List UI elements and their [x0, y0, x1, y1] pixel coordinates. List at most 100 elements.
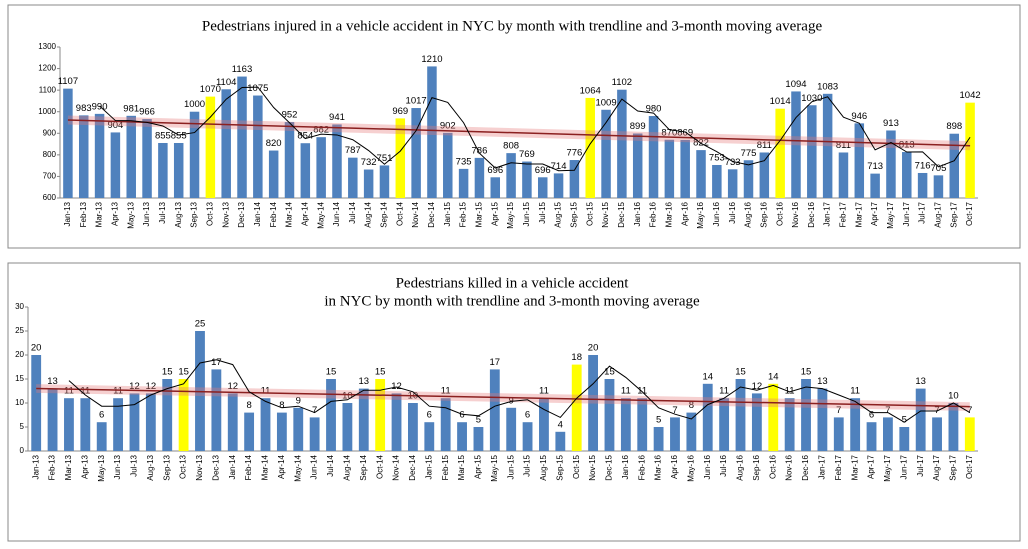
data-label: 7 — [836, 405, 841, 416]
x-tick-label: Nov-15 — [588, 454, 597, 480]
trendline — [36, 387, 970, 408]
data-label: 899 — [630, 121, 646, 132]
data-label: 6 — [525, 410, 530, 421]
x-tick-label: Sep-16 — [759, 201, 768, 227]
x-tick-label: Sep-13 — [190, 201, 199, 227]
data-label: 8 — [279, 400, 284, 411]
x-tick-label: Mar-15 — [457, 454, 466, 480]
data-label: 11 — [441, 386, 451, 397]
data-label: 6 — [427, 410, 432, 421]
bar — [775, 108, 785, 198]
x-tick-label: Jan-16 — [621, 454, 630, 479]
data-label: 1094 — [785, 79, 806, 90]
data-label: 11 — [621, 386, 631, 397]
x-tick-label: Jan-16 — [633, 201, 642, 226]
bar — [932, 417, 942, 451]
data-label: 813 — [899, 140, 915, 151]
data-label: 15 — [162, 367, 173, 378]
data-label: 10 — [948, 391, 959, 402]
data-label: 941 — [329, 112, 345, 123]
bar — [309, 417, 320, 451]
bar — [822, 93, 833, 198]
x-tick-label: May-13 — [126, 201, 135, 228]
data-label: 15 — [326, 367, 337, 378]
data-label: 11 — [539, 386, 549, 397]
y-tick-label: 0 — [20, 446, 25, 455]
x-tick-label: Jun-13 — [142, 201, 151, 226]
data-label: 1104 — [216, 77, 236, 88]
x-tick-label: Feb-14 — [269, 201, 278, 227]
y-tick-label: 700 — [43, 172, 57, 181]
bar — [784, 398, 795, 451]
data-label: 1042 — [960, 90, 981, 101]
bar — [883, 417, 893, 451]
data-label: 946 — [851, 111, 867, 122]
data-label: 808 — [503, 141, 519, 152]
moving-average — [68, 359, 971, 423]
bar — [585, 97, 595, 198]
bar — [850, 398, 861, 451]
bar — [205, 96, 216, 198]
x-tick-label: Feb-13 — [79, 201, 88, 227]
data-label: 981 — [123, 103, 139, 114]
bar — [64, 398, 74, 451]
data-label: 12 — [391, 381, 402, 392]
bar — [949, 133, 960, 198]
bar — [751, 393, 762, 451]
x-tick-label: Apr-17 — [867, 454, 876, 479]
x-tick-label: Dec-13 — [237, 201, 246, 227]
bar — [915, 388, 926, 451]
x-tick-label: Aug-13 — [174, 201, 183, 227]
bar — [94, 113, 105, 198]
data-label: 696 — [487, 165, 503, 176]
x-tick-label: Sep-15 — [570, 201, 579, 227]
x-tick-label: Jul-16 — [719, 454, 728, 476]
x-tick-label: Jul-14 — [326, 454, 335, 476]
x-tick-label: Jan-13 — [31, 454, 40, 479]
bar — [886, 130, 896, 198]
bar — [617, 89, 627, 198]
trendline — [67, 119, 971, 147]
x-tick-label: Oct-14 — [395, 201, 404, 226]
x-tick-label: Mar-17 — [850, 454, 859, 480]
data-label: 11 — [80, 386, 90, 397]
data-label: 882 — [313, 125, 329, 136]
data-label: 870 — [661, 127, 677, 138]
bar — [129, 393, 140, 451]
bar — [489, 369, 500, 451]
x-tick-label: Jan-15 — [424, 454, 433, 479]
bar — [632, 133, 643, 198]
x-tick-label: Jan-14 — [228, 454, 237, 479]
bar — [142, 119, 152, 198]
bar — [490, 177, 501, 198]
data-label: 11 — [261, 386, 271, 397]
x-tick-label: Oct-15 — [585, 201, 594, 226]
bar — [326, 379, 336, 451]
bar — [743, 160, 754, 198]
x-tick-label: May-15 — [490, 454, 499, 481]
x-tick-label: Mar-15 — [475, 201, 484, 227]
bar — [391, 393, 402, 451]
x-tick-label: Feb-16 — [637, 454, 646, 480]
x-tick-label: Dec-16 — [801, 454, 810, 480]
y-tick-label: 5 — [20, 422, 25, 431]
data-label: 10 — [342, 391, 353, 402]
bar — [637, 398, 648, 451]
x-tick-label: May-17 — [883, 454, 892, 481]
data-label: 735 — [456, 156, 472, 167]
data-label: 5 — [476, 415, 481, 426]
data-label: 775 — [741, 148, 757, 159]
bar — [648, 116, 659, 198]
data-label: 11 — [850, 386, 860, 397]
x-tick-label: Feb-15 — [441, 454, 450, 480]
bar — [506, 153, 516, 198]
data-label: 7 — [672, 405, 677, 416]
x-tick-label: Nov-15 — [601, 201, 610, 227]
data-label: 12 — [146, 381, 157, 392]
bar — [457, 422, 467, 451]
bar — [342, 403, 353, 451]
bar — [424, 422, 435, 451]
x-tick-label: Mar-13 — [95, 201, 104, 227]
x-tick-label: Jan-15 — [443, 201, 452, 226]
x-tick-label: Oct-16 — [768, 454, 777, 479]
